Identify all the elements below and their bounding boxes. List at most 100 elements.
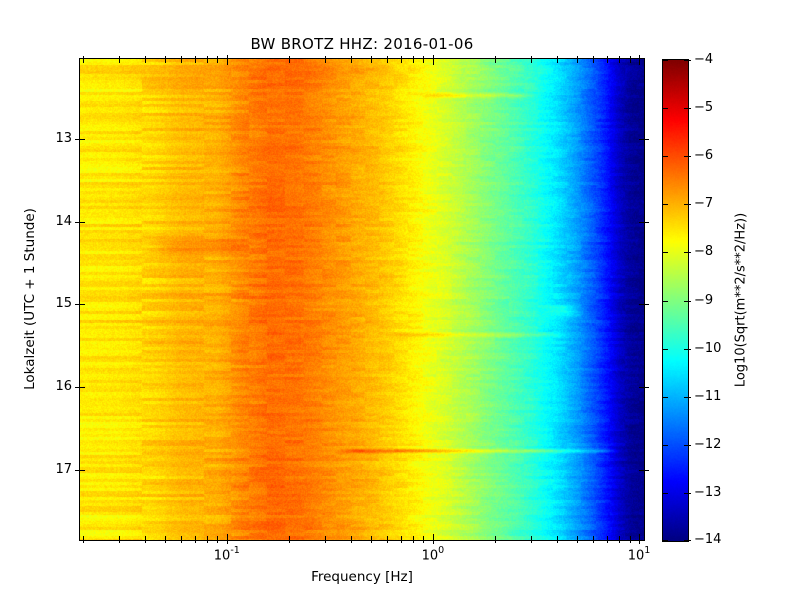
x-minor-tick (423, 536, 425, 543)
colorbar-tick (684, 204, 691, 206)
x-minor-tick (557, 56, 558, 63)
x-minor-tick (557, 536, 558, 543)
x-major-tick (226, 55, 228, 65)
x-minor-tick (181, 56, 183, 63)
x-minor-tick (494, 56, 496, 63)
x-minor-tick (531, 56, 533, 63)
colorbar-tick-label: −12 (694, 436, 722, 452)
x-minor-tick (576, 56, 578, 63)
spectrogram-heatmap (80, 59, 644, 540)
y-tick-label: 15 (55, 296, 72, 312)
x-minor-tick (619, 56, 621, 63)
x-minor-tick (593, 536, 595, 543)
x-minor-tick (607, 56, 609, 63)
x-minor-tick (607, 536, 609, 543)
colorbar-tick (684, 444, 691, 446)
chart-title: BW BROTZ HHZ: 2016-01-06 (250, 35, 474, 53)
x-tick-label: 10-1 (213, 545, 240, 564)
x-minor-tick (593, 56, 595, 63)
x-minor-tick (423, 56, 425, 63)
x-tick-label: 101 (627, 545, 651, 564)
x-minor-tick (619, 536, 621, 543)
colorbar-tick (684, 396, 691, 398)
x-major-tick (226, 534, 228, 544)
x-major-tick (639, 55, 641, 65)
colorbar-label: Log10(Sqrt(m**2/s**2/Hz)) (733, 212, 749, 388)
x-minor-tick (82, 536, 84, 543)
x-minor-tick (217, 56, 219, 63)
y-major-tick (75, 304, 85, 306)
y-major-tick (639, 139, 649, 141)
colorbar-tick-label: −9 (694, 292, 714, 308)
colorbar-tick-label: −7 (694, 196, 714, 212)
x-minor-tick (387, 536, 389, 543)
x-minor-tick (119, 56, 121, 63)
x-minor-tick (325, 536, 327, 543)
x-axis-label: Frequency [Hz] (311, 569, 413, 585)
colorbar-tick (684, 300, 691, 302)
colorbar-tick (663, 540, 668, 541)
colorbar-tick-label: −5 (694, 100, 714, 116)
x-minor-tick (144, 56, 146, 63)
y-major-tick (75, 469, 85, 471)
x-major-tick (639, 534, 641, 544)
x-tick-label: 100 (421, 545, 445, 564)
x-minor-tick (350, 536, 352, 543)
y-major-tick (75, 221, 85, 223)
x-minor-tick (288, 536, 290, 543)
y-major-tick (75, 139, 85, 141)
x-minor-tick (629, 56, 631, 63)
colorbar-tick (663, 348, 668, 350)
x-minor-tick (206, 56, 208, 63)
x-minor-tick (181, 536, 183, 543)
colorbar-tick (663, 60, 668, 61)
colorbar-tick (663, 252, 668, 254)
x-major-tick (432, 534, 434, 544)
y-tick-label: 13 (55, 131, 72, 147)
y-tick-label: 14 (55, 213, 72, 229)
y-major-tick (639, 304, 649, 306)
x-minor-tick (325, 56, 327, 63)
y-major-tick (639, 387, 649, 389)
x-minor-tick (576, 536, 578, 543)
x-minor-tick (494, 536, 496, 543)
x-minor-tick (164, 536, 166, 543)
colorbar-tick-label: −14 (694, 532, 722, 547)
colorbar-tick-label: −10 (694, 340, 722, 356)
colorbar-tick (663, 444, 668, 446)
x-minor-tick (82, 56, 84, 63)
x-minor-tick (400, 536, 402, 543)
y-major-tick (639, 221, 649, 223)
x-minor-tick (206, 536, 208, 543)
colorbar-tick (684, 156, 691, 158)
x-minor-tick (164, 56, 166, 63)
colorbar-tick (663, 204, 668, 206)
x-minor-tick (370, 56, 372, 63)
colorbar-tick (684, 252, 691, 254)
colorbar-tick (663, 156, 668, 158)
x-minor-tick (370, 536, 372, 543)
colorbar-tick-label: −4 (694, 52, 714, 67)
x-minor-tick (144, 536, 146, 543)
x-minor-tick (400, 56, 402, 63)
colorbar-tick (684, 348, 691, 350)
x-minor-tick (194, 536, 196, 543)
colorbar-tick (663, 108, 668, 110)
colorbar-tick (684, 108, 691, 110)
x-minor-tick (387, 56, 389, 63)
y-axis-label: Lokalzeit (UTC + 1 Stunde) (22, 208, 38, 390)
colorbar-tick-label: −11 (694, 388, 722, 404)
x-minor-tick (217, 536, 219, 543)
colorbar-tick (663, 300, 668, 302)
colorbar-tick (663, 396, 668, 398)
x-minor-tick (119, 536, 121, 543)
x-minor-tick (412, 56, 414, 63)
colorbar-tick (684, 60, 691, 61)
x-minor-tick (412, 536, 414, 543)
colorbar-tick-label: −13 (694, 484, 722, 500)
y-tick-label: 17 (55, 461, 72, 477)
x-major-tick (432, 55, 434, 65)
colorbar-tick (684, 540, 691, 541)
x-minor-tick (194, 56, 196, 63)
